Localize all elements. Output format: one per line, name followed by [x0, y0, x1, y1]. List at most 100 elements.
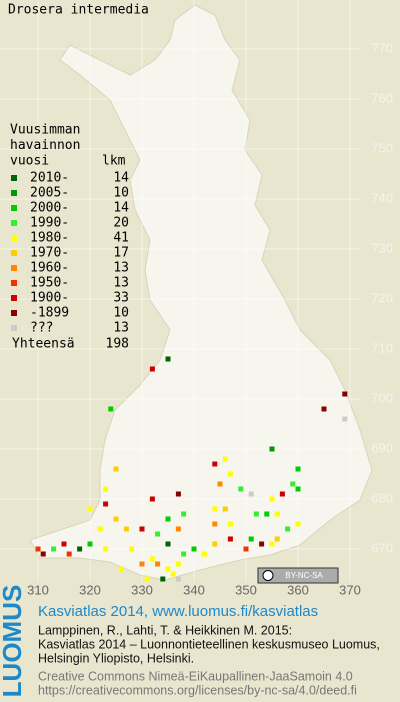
observation-square [212, 521, 218, 527]
observation-square [155, 531, 161, 537]
observation-square [175, 576, 181, 582]
legend-label: 1960- [30, 261, 69, 276]
observation-square [191, 546, 197, 552]
observation-square [108, 406, 114, 412]
observation-square [222, 506, 228, 512]
badge-box [257, 567, 339, 584]
legend-label: 2010- [30, 171, 69, 186]
observation-square [212, 461, 218, 467]
y-tick-label: 670 [371, 540, 393, 555]
observation-square [248, 536, 254, 542]
observation-square [175, 561, 181, 567]
observation-square [212, 506, 218, 512]
observation-square [113, 466, 119, 472]
observation-square [321, 406, 327, 412]
observation-square [103, 501, 109, 507]
legend-count: 17 [113, 246, 129, 261]
observation-square [103, 546, 109, 552]
legend-col-header: vuosi [10, 154, 49, 169]
observation-square [342, 391, 348, 397]
legend-swatch [11, 205, 17, 211]
observation-square [295, 486, 301, 492]
observation-square [165, 516, 171, 522]
observation-square [165, 566, 171, 572]
title: Drosera intermedia [8, 3, 149, 18]
observation-square [181, 511, 187, 517]
legend-total-label: Yhteensä [12, 337, 75, 352]
observation-square [87, 506, 93, 512]
y-tick-label: 730 [371, 240, 393, 255]
observation-square [248, 491, 254, 497]
link: Kasviatlas 2014, www.luomus.fi/kasviatla… [38, 603, 318, 620]
legend-count: 13 [113, 321, 129, 336]
legend-label: -1899 [30, 306, 69, 321]
y-tick-label: 680 [371, 490, 393, 505]
observation-square [155, 561, 161, 567]
y-tick-label: 690 [371, 440, 393, 455]
observation-square [170, 571, 176, 577]
legend-label: 1980- [30, 231, 69, 246]
observation-square [35, 546, 41, 552]
x-tick-label: 320 [79, 582, 101, 597]
legend-count: 13 [113, 261, 129, 276]
observation-square [40, 551, 46, 557]
observation-square [139, 526, 145, 532]
x-tick-label: 330 [131, 582, 153, 597]
observation-square [165, 356, 171, 362]
legend-swatch [11, 235, 17, 241]
observation-square [274, 536, 280, 542]
observation-square [227, 536, 233, 542]
x-tick-label: 340 [183, 582, 205, 597]
license-line: https://creativecommons.org/licenses/by-… [38, 683, 357, 697]
legend-label: 1970- [30, 246, 69, 261]
observation-square [175, 491, 181, 497]
observation-square [123, 526, 129, 532]
y-tick-label: 700 [371, 390, 393, 405]
legend-count: 10 [113, 306, 129, 321]
citation-line: Kasviatlas 2014 – Luonnontieteellinen ke… [38, 637, 380, 651]
observation-square [61, 541, 67, 547]
observation-square [342, 416, 348, 422]
observation-square [259, 541, 265, 547]
y-tick-label: 740 [371, 190, 393, 205]
legend-label: 1990- [30, 216, 69, 231]
legend-heading: Vuusimman [10, 123, 80, 138]
observation-square [118, 566, 124, 572]
legend-swatch [11, 250, 17, 256]
legend-swatch [11, 190, 17, 196]
observation-square [201, 551, 207, 557]
legend-swatch [11, 280, 17, 286]
citation-line: Lamppinen, R., Lahti, T. & Heikkinen M. … [38, 623, 292, 637]
legend-count: 10 [113, 186, 129, 201]
observation-square [295, 521, 301, 527]
legend-col-header: lkm [102, 154, 126, 169]
legend-count: 14 [113, 201, 129, 216]
observation-square [217, 481, 223, 487]
x-tick-label: 370 [339, 582, 361, 597]
legend-label: 1900- [30, 291, 69, 306]
license-badge: BY-NC-SA [257, 567, 339, 584]
legend-swatch [11, 325, 17, 331]
x-tick-label: 360 [287, 582, 309, 597]
observation-square [274, 511, 280, 517]
observation-square [139, 561, 145, 567]
y-tick-label: 760 [371, 90, 393, 105]
y-tick-label: 770 [371, 40, 393, 55]
observation-square [165, 541, 171, 547]
observation-square [149, 556, 155, 562]
observation-square [269, 496, 275, 502]
observation-square [149, 366, 155, 372]
y-tick-label: 750 [371, 140, 393, 155]
observation-square [279, 491, 285, 497]
legend-swatch [11, 310, 17, 316]
observation-square [175, 526, 181, 532]
legend-heading: havainnon [10, 138, 80, 153]
badge-text: BY-NC-SA [285, 571, 323, 580]
observation-square [212, 541, 218, 547]
observation-square [51, 546, 57, 552]
legend-swatch [11, 295, 17, 301]
observation-square [264, 511, 270, 517]
observation-square [227, 521, 233, 527]
observation-square [144, 576, 150, 582]
observation-square [227, 471, 233, 477]
